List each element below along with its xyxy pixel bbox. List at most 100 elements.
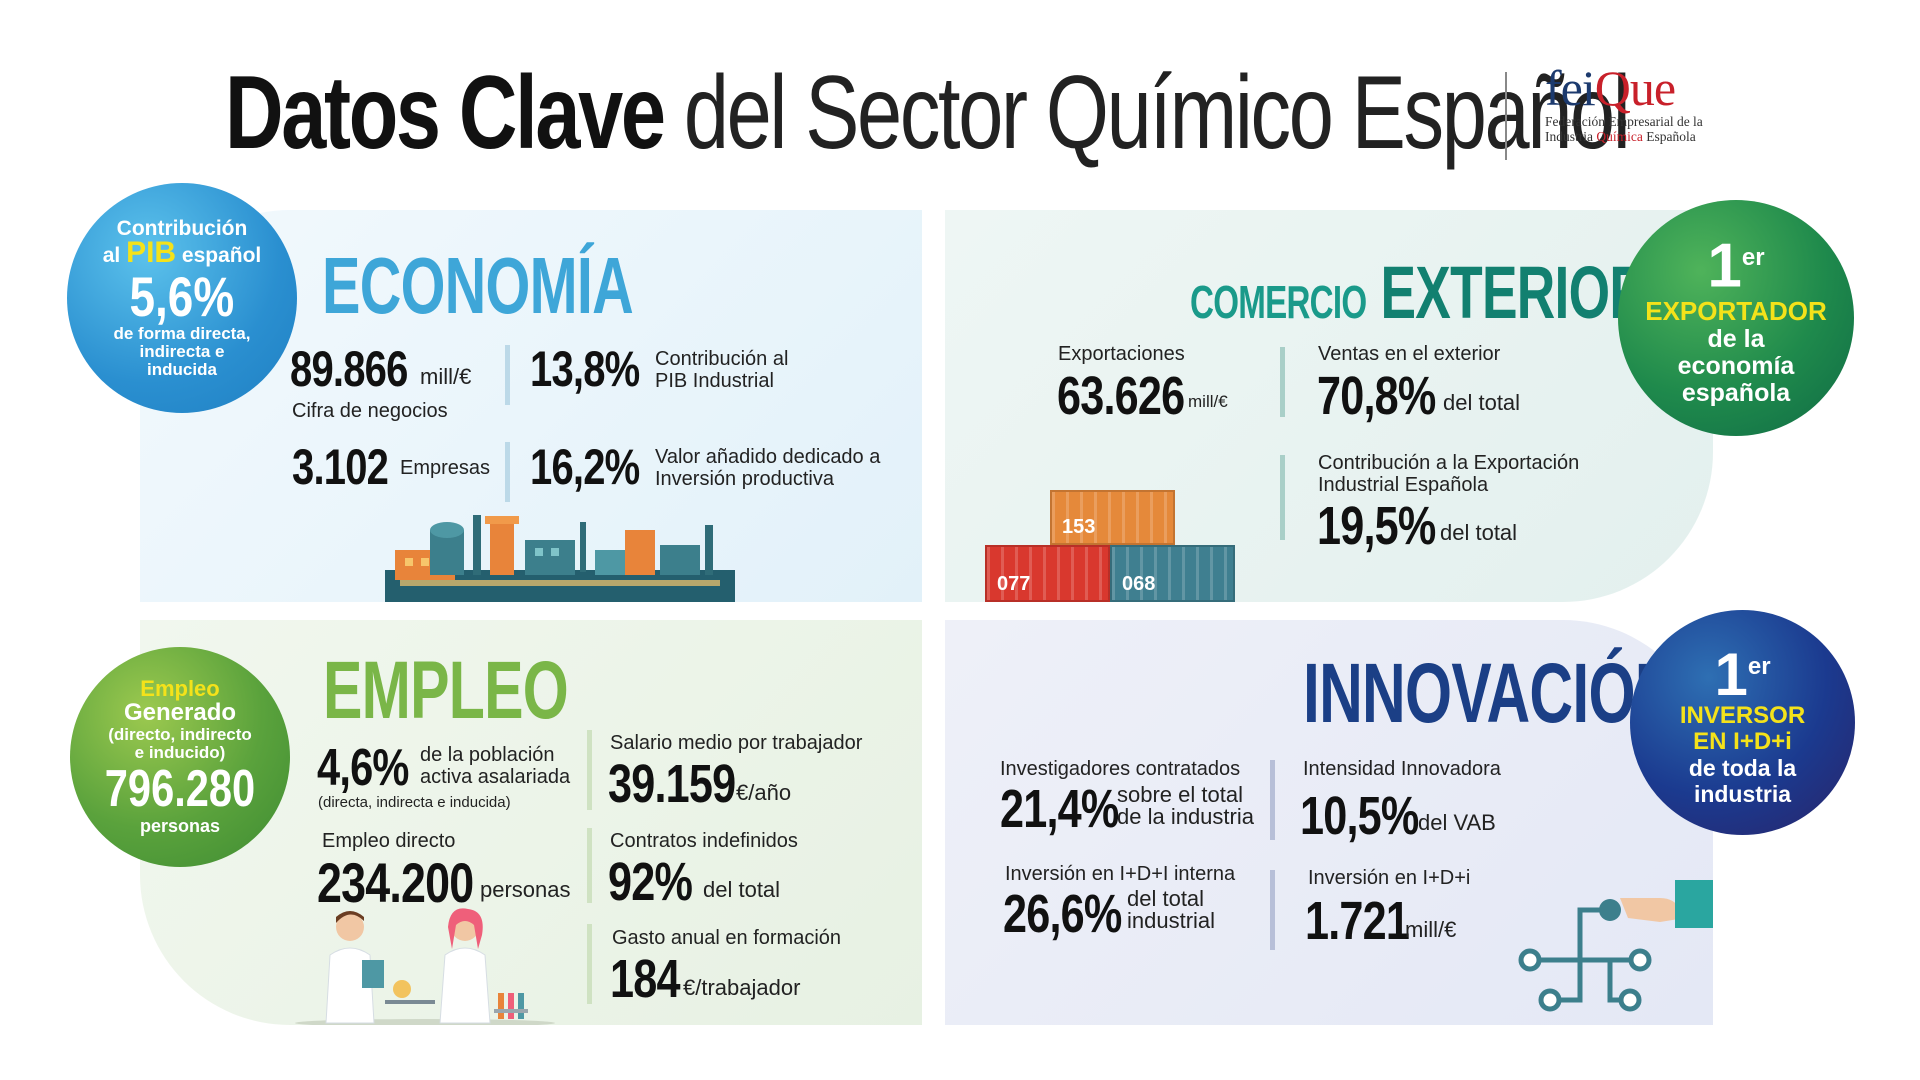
- pib-industrial: 13,8%: [530, 340, 667, 398]
- pib-ind-value: 13,8%: [530, 341, 640, 397]
- comercio-title-b: EXTERIOR: [1380, 251, 1648, 334]
- inn-separator-2: [1270, 870, 1275, 950]
- container-068: 068: [1110, 545, 1235, 602]
- pib-circle-line-1: Contribución: [116, 216, 248, 240]
- contrib-value: 19,5%: [1317, 496, 1436, 556]
- gasto-label: Gasto anual en formación: [612, 927, 842, 949]
- export-label: Exportaciones: [1058, 343, 1185, 365]
- logo-word-b: Que: [1594, 60, 1676, 116]
- invest-value: 21,4%: [1000, 779, 1119, 839]
- salario: 39.159: [608, 753, 767, 815]
- empleo-panel: EMPLEO 4,6% de la población activa asala…: [140, 620, 922, 1025]
- contratos-value: 92%: [608, 852, 693, 912]
- inv-label: Inversión en I+D+i: [1308, 867, 1471, 889]
- pib-circle: Contribución al PIB español 5,6% de form…: [67, 183, 297, 413]
- exportador-line-3: economía: [1677, 351, 1795, 380]
- inversor-line-3: de toda la: [1688, 754, 1797, 781]
- pib-ind-label-2: PIB Industrial: [655, 370, 774, 392]
- pib-circle-line-3: de forma directa,: [113, 323, 251, 343]
- salario-value: 39.159: [608, 754, 736, 814]
- eco-separator-2: [505, 442, 510, 502]
- emp-separator-3: [587, 924, 592, 1004]
- emp-separator-2: [587, 828, 592, 903]
- cifra-unit: mill/€: [420, 364, 472, 389]
- empleo-title: EMPLEO: [323, 645, 569, 736]
- empleo-circle: Empleo Generado (directo, indirecto e in…: [70, 647, 290, 867]
- cifra-label: Cifra de negocios: [292, 400, 448, 422]
- innovacion-title: INNOVACIÓN: [1303, 646, 1678, 740]
- economia-panel: ECONOMÍA 89.866 mill/€ Cifra de negocios…: [140, 210, 922, 602]
- logo-line-1: Federación Empresarial de la: [1545, 114, 1703, 129]
- logo-word: feiQue: [1545, 62, 1715, 114]
- inv-int-unit-2: industrial: [1127, 908, 1216, 933]
- economia-title: ECONOMÍA: [322, 241, 634, 330]
- logo-line-2c: Española: [1642, 129, 1696, 144]
- intens: 10,5%: [1300, 785, 1448, 847]
- container-153-label: 153: [1062, 516, 1096, 538]
- container-068-label: 068: [1122, 573, 1156, 595]
- inversor-line-2: EN I+D+i: [1693, 727, 1792, 755]
- directo-value: 234.200: [317, 851, 474, 914]
- comercio-title: COMERCIO EXTERIOR: [1190, 250, 1648, 335]
- com-separator-2: [1280, 455, 1285, 540]
- inv-int-label: Inversión en I+D+I interna: [1005, 863, 1236, 885]
- pib-circle-line-5: inducida: [147, 359, 217, 379]
- gasto-unit: €/trabajador: [683, 975, 801, 1000]
- pob-label-2: activa asalariada: [420, 766, 571, 788]
- pib-circle-line-2: al PIB español: [103, 237, 262, 269]
- inversor-line-1: INVERSOR: [1679, 701, 1806, 729]
- container-stripes: [1112, 547, 1233, 600]
- inv-int-unit-1: del total: [1127, 886, 1205, 911]
- contrib: 19,5%: [1317, 495, 1465, 557]
- ventas-label: Ventas en el exterior: [1318, 343, 1501, 365]
- exportador-line-1: EXPORTADOR: [1645, 295, 1827, 326]
- pob-note: (directa, indirecta e inducida): [318, 794, 511, 811]
- cifra-value: 89.866: [290, 341, 408, 397]
- header-divider: [1505, 72, 1507, 160]
- com-separator-1: [1280, 347, 1285, 417]
- emp-separator-1: [587, 730, 592, 810]
- empleo-circle-line-5: personas: [139, 816, 221, 836]
- intens-value: 10,5%: [1300, 786, 1419, 846]
- logo-line-2: Industria Química Española: [1545, 129, 1715, 144]
- title-light: del Sector Químico Español: [683, 55, 1631, 171]
- gasto: 184: [610, 948, 697, 1010]
- comercio-title-a: COMERCIO: [1190, 276, 1367, 328]
- pib-circle-line-4: indirecta e: [139, 341, 225, 361]
- empresas-value: 3.102: [292, 439, 389, 495]
- contratos-label: Contratos indefinidos: [610, 830, 798, 852]
- contratos: 92%: [608, 851, 713, 913]
- inversor-rank-number: 1: [1714, 640, 1748, 708]
- exportador-rank: 1er: [1707, 229, 1764, 297]
- valor-value: 16,2%: [530, 439, 640, 495]
- empleo-circle-line-2: Generado: [123, 699, 237, 726]
- exportador-rank-number: 1: [1707, 231, 1742, 301]
- invest-label: Investigadores contratados: [1000, 758, 1241, 780]
- empresas-label: Empresas: [400, 457, 491, 479]
- logo-line-2a: Industria: [1545, 129, 1597, 144]
- directo: 234.200: [317, 850, 512, 915]
- innovacion-panel: INNOVACIÓN Investigadores contratados 21…: [945, 620, 1713, 1025]
- inversor-rank: 1er: [1714, 639, 1770, 704]
- inv-value: 1.721: [1305, 891, 1410, 951]
- empleo-circle-line-3: (directo, indirecto: [108, 725, 252, 744]
- contratos-unit: del total: [703, 877, 781, 902]
- container-077: 077: [985, 545, 1110, 602]
- container-stripes: [987, 547, 1108, 600]
- invest-unit-2: de la industria: [1117, 804, 1254, 829]
- contrib-unit: del total: [1440, 520, 1518, 545]
- empleo-circle-value: 796.280: [104, 760, 256, 818]
- pib-circle-line-2c: español: [176, 243, 262, 267]
- exportador-line-2: de la: [1707, 324, 1765, 353]
- empleo-circle-line-4: e inducido): [134, 743, 226, 762]
- valor-anadido: 16,2%: [530, 438, 667, 496]
- inv-int: 26,6%: [1003, 883, 1151, 945]
- title-bold: Datos Clave: [225, 55, 666, 171]
- pib-ind-label-1: Contribución al: [655, 348, 789, 370]
- inversor-line-4: industria: [1693, 780, 1792, 807]
- exportador-line-4: española: [1681, 378, 1791, 407]
- inv-unit: mill/€: [1405, 917, 1457, 942]
- page-title: Datos Clave del Sector Químico Español: [225, 55, 1631, 171]
- inv: 1.721: [1305, 890, 1435, 952]
- empleo-circle-line-1: Empleo: [140, 676, 220, 701]
